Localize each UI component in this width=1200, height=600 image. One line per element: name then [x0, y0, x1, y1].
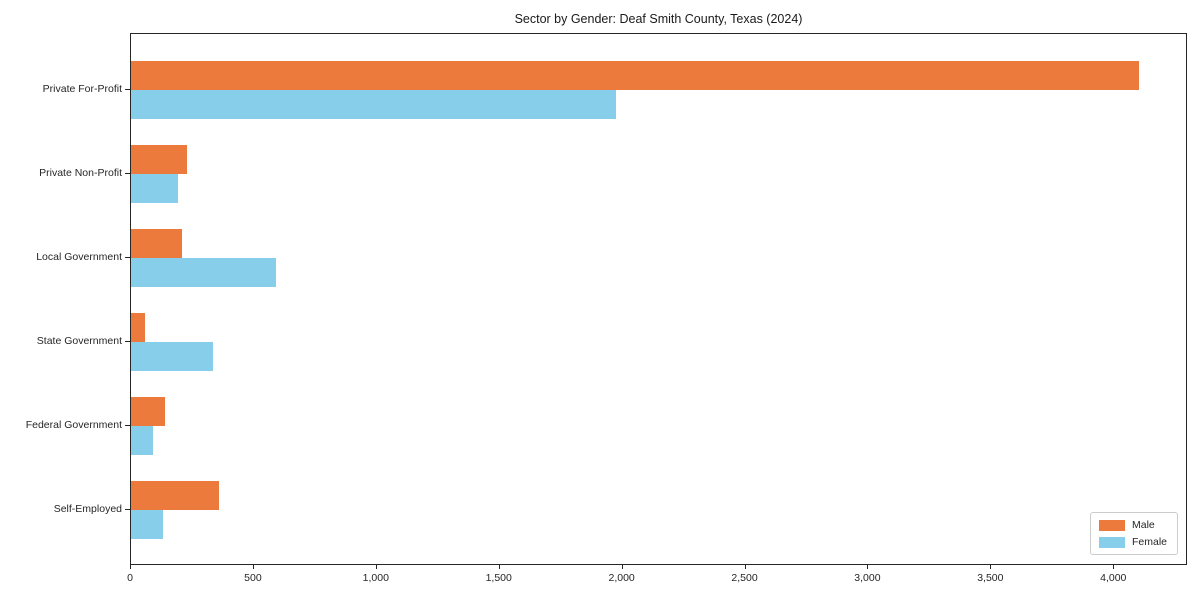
y-tick-label-federal-government: Federal Government	[25, 419, 122, 431]
x-tick-mark	[252, 565, 254, 569]
legend-item-male: Male	[1098, 519, 1167, 531]
x-tick-mark	[744, 565, 746, 569]
y-tick-label-state-government: State Government	[36, 335, 122, 347]
x-tick-mark	[130, 565, 131, 569]
x-tick-mark	[867, 565, 869, 569]
bar-male-private-non-profit	[131, 145, 187, 174]
bar-male-local-government	[131, 229, 182, 258]
bar-female-federal-government	[131, 426, 153, 455]
y-tick-label-local-government: Local Government	[36, 251, 122, 263]
bar-male-self-employed	[131, 481, 219, 510]
bar-male-private-for-profit	[131, 61, 1139, 90]
x-tick-label: 2,500	[731, 572, 758, 584]
bar-female-self-employed	[131, 510, 163, 539]
legend-swatch-female	[1098, 536, 1125, 548]
x-tick-label: 1,000	[362, 572, 389, 584]
legend-label-male: Male	[1131, 519, 1155, 531]
x-tick-mark	[990, 565, 992, 569]
y-tick-mark	[125, 341, 130, 342]
x-tick-label: 4,000	[1100, 572, 1127, 584]
x-tick-label: 2,000	[608, 572, 635, 584]
x-tick-label: 1,500	[485, 572, 512, 584]
x-tick-mark	[621, 565, 623, 569]
x-tick-mark	[1113, 565, 1115, 569]
x-tick-label: 0	[127, 572, 133, 584]
y-tick-label-self-employed: Self-Employed	[53, 503, 122, 515]
y-tick-label-private-non-profit: Private Non-Profit	[39, 167, 122, 179]
x-tick-mark	[375, 565, 377, 569]
y-tick-mark	[125, 509, 130, 510]
bar-male-state-government	[131, 313, 145, 342]
bar-female-private-for-profit	[131, 90, 616, 119]
plot-area: Male Female	[130, 33, 1187, 565]
legend-swatch-male	[1098, 519, 1125, 531]
y-tick-mark	[125, 425, 130, 426]
legend-label-female: Female	[1131, 536, 1167, 548]
y-tick-mark	[125, 173, 130, 174]
x-tick-label: 500	[244, 572, 262, 584]
y-tick-label-private-for-profit: Private For-Profit	[42, 83, 122, 95]
legend: Male Female	[1089, 512, 1178, 555]
y-tick-mark	[125, 257, 130, 258]
bar-female-state-government	[131, 342, 213, 371]
legend-item-female: Female	[1098, 536, 1167, 548]
bar-male-federal-government	[131, 397, 165, 426]
bar-female-local-government	[131, 258, 276, 287]
x-tick-label: 3,000	[854, 572, 881, 584]
x-tick-mark	[498, 565, 500, 569]
y-tick-mark	[125, 89, 130, 90]
chart-title: Sector by Gender: Deaf Smith County, Tex…	[514, 12, 803, 26]
x-tick-label: 3,500	[977, 572, 1004, 584]
bar-female-private-non-profit	[131, 174, 178, 203]
